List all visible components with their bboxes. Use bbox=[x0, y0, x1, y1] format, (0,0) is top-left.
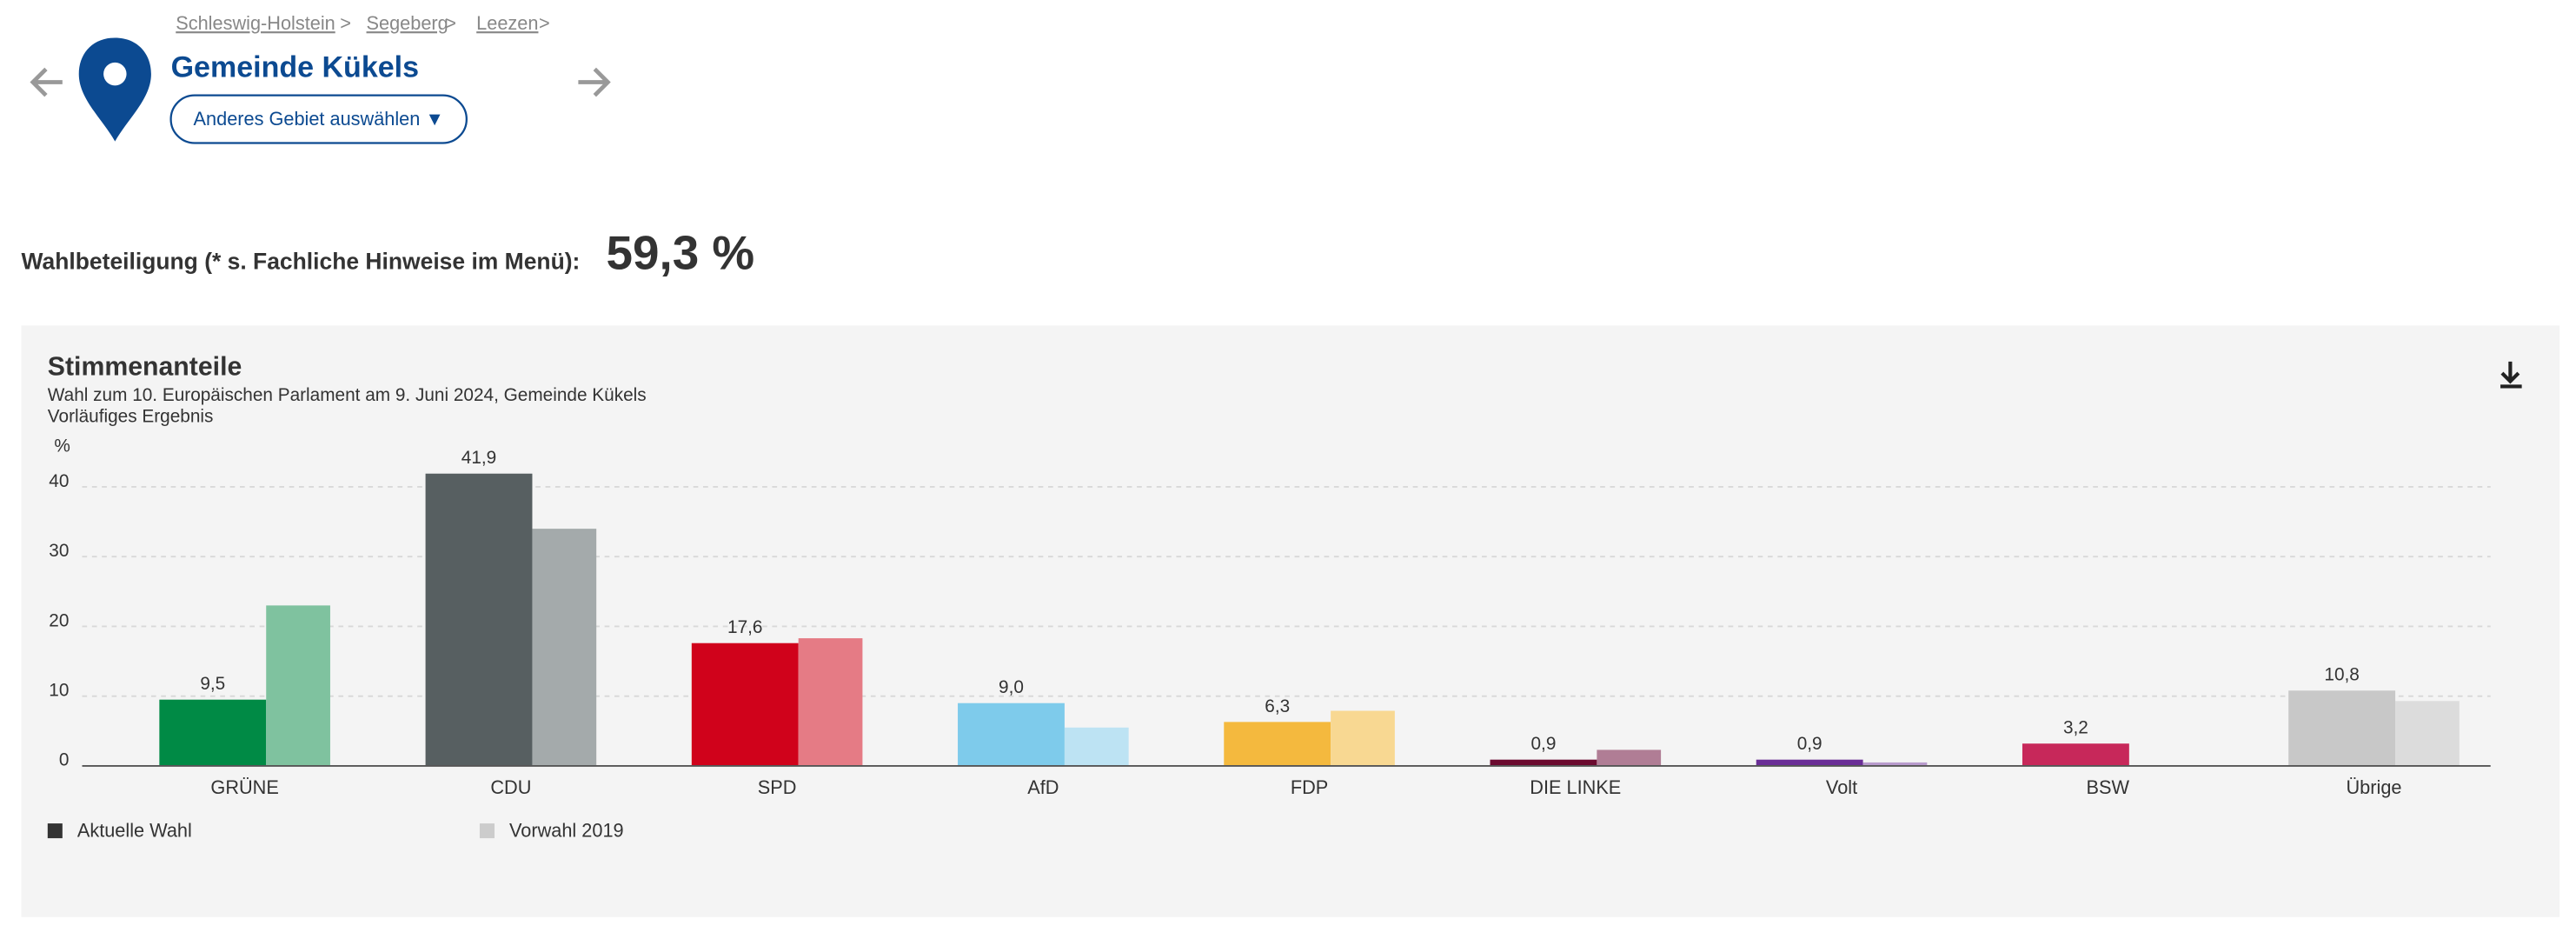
bar bbox=[1064, 727, 1129, 766]
chart-title: Stimmenanteile bbox=[48, 352, 242, 381]
x-tick-label: Volt bbox=[1826, 776, 1857, 798]
y-tick-label: 30 bbox=[49, 541, 69, 561]
value-label: 0,9 bbox=[1530, 734, 1556, 754]
x-tick-label: AfD bbox=[1027, 776, 1059, 798]
chart-subtitle: Wahl zum 10. Europäischen Parlament am 9… bbox=[48, 385, 647, 405]
turnout-label: Wahlbeteiligung (* s. Fachliche Hinweise… bbox=[22, 248, 581, 274]
prev-arrow[interactable] bbox=[30, 67, 63, 97]
y-tick-label: 10 bbox=[49, 680, 69, 700]
bar bbox=[1224, 722, 1331, 766]
bar bbox=[958, 703, 1065, 766]
breadcrumb-separator: > bbox=[445, 12, 456, 34]
value-label: 0,9 bbox=[1797, 734, 1822, 754]
breadcrumb-link[interactable]: Segeberg bbox=[367, 12, 448, 34]
bar bbox=[2395, 701, 2460, 766]
x-tick-label: DIE LINKE bbox=[1530, 776, 1621, 798]
breadcrumb-link[interactable]: Leezen bbox=[476, 12, 538, 34]
chart-subtitle2: Vorläufiges Ergebnis bbox=[48, 407, 214, 427]
bar bbox=[2022, 743, 2129, 766]
legend-label: Aktuelle Wahl bbox=[77, 819, 192, 841]
download-arrow[interactable] bbox=[2500, 361, 2520, 384]
download-icon[interactable] bbox=[2500, 361, 2522, 389]
bar bbox=[425, 473, 533, 766]
breadcrumb-separator: > bbox=[340, 12, 351, 34]
bar bbox=[798, 638, 863, 766]
bar bbox=[266, 605, 330, 766]
value-label: 9,0 bbox=[999, 677, 1024, 697]
value-label: 9,5 bbox=[200, 674, 225, 694]
select-area-label[interactable]: Anderes Gebiet auswählen ▼ bbox=[194, 108, 444, 130]
download-base[interactable] bbox=[2500, 384, 2522, 389]
bar bbox=[1597, 749, 1662, 766]
x-tick-label: Übrige bbox=[2347, 776, 2402, 798]
bar bbox=[532, 529, 597, 766]
turnout-value: 59,3 % bbox=[607, 225, 755, 279]
y-tick-label: 0 bbox=[59, 750, 70, 770]
legend-swatch bbox=[479, 823, 495, 839]
y-tick-label: 40 bbox=[49, 471, 69, 491]
bar bbox=[1862, 762, 1928, 766]
bar bbox=[1490, 759, 1597, 766]
select-area-button[interactable] bbox=[169, 94, 468, 144]
y-axis-label: % bbox=[54, 436, 70, 456]
breadcrumb-separator: > bbox=[539, 12, 550, 34]
x-tick-label: CDU bbox=[490, 776, 531, 798]
legend-swatch bbox=[47, 823, 63, 839]
x-tick-label: GRÜNE bbox=[210, 776, 278, 798]
chart-panel bbox=[21, 325, 2560, 917]
value-label: 41,9 bbox=[461, 448, 496, 468]
y-tick-label: 20 bbox=[49, 610, 69, 630]
breadcrumb-link[interactable]: Schleswig-Holstein bbox=[176, 12, 335, 34]
legend-label: Vorwahl 2019 bbox=[509, 819, 624, 841]
value-label: 17,6 bbox=[727, 617, 762, 637]
bar bbox=[2288, 690, 2396, 766]
region-title: Gemeinde Kükels bbox=[171, 50, 419, 83]
bar bbox=[691, 643, 799, 766]
bar bbox=[1756, 759, 1863, 766]
x-tick-label: SPD bbox=[758, 776, 797, 798]
bar bbox=[159, 699, 267, 766]
value-label: 6,3 bbox=[1265, 696, 1290, 716]
bar bbox=[1331, 710, 1395, 766]
next-arrow[interactable] bbox=[578, 67, 611, 97]
location-pin bbox=[78, 37, 151, 142]
x-tick-label: FDP bbox=[1291, 776, 1328, 798]
pin-dot bbox=[103, 62, 127, 86]
value-label: 10,8 bbox=[2324, 665, 2359, 685]
value-label: 3,2 bbox=[2063, 718, 2088, 738]
x-tick-label: BSW bbox=[2087, 776, 2130, 798]
